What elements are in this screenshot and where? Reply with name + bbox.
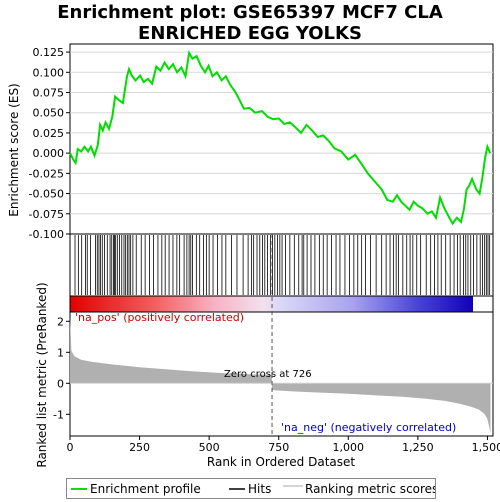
positive-correlation-label: 'na_pos' (positively correlated) [75,311,244,324]
es-tick-label: 0.050 [33,107,65,120]
x-tick-label: 250 [129,441,150,454]
legend: Enrichment profile Hits Ranking metric s… [66,478,436,499]
es-tick-label: -0.050 [29,188,64,201]
hits-panel [70,234,493,296]
x-axis-label: Rank in Ordered Dataset [207,455,355,469]
metric-tick-label: -1 [53,408,64,421]
legend-metric-label: Ranking metric scores [305,482,435,496]
legend-graphic: Enrichment profile Hits Ranking metric s… [67,479,435,498]
x-tick-label: 0 [67,441,74,454]
x-tick-label: 1,500 [472,441,500,454]
zero-cross-label: Zero cross at 726 [224,369,312,380]
metric-axis-label: Ranked list metric (PreRanked) [35,282,49,467]
es-tick-label: 0.075 [33,87,65,100]
es-tick-label: -0.025 [29,167,64,180]
x-axis-ticks: 0 250 500 750 1,000 1,250 1,500 [67,436,500,454]
es-tick-label: 0.025 [33,127,65,140]
es-tick-label: 0.000 [33,147,65,160]
es-tick-label: -0.075 [29,208,64,221]
metric-axis-ticks: 2 1 0 -1 [53,315,70,421]
x-tick-label: 500 [199,441,220,454]
negative-correlation-label: 'na_neg' (negatively correlated) [281,421,456,434]
es-tick-label: 0.100 [33,66,65,79]
metric-tick-label: 1 [57,346,64,359]
es-tick-label: -0.100 [29,228,64,241]
x-tick-label: 1,000 [333,441,365,454]
legend-hits-label: Hits [248,482,271,496]
x-tick-label: 1,250 [402,441,434,454]
es-axis-label: Enrichment score (ES) [7,83,21,216]
es-tick-label: 0.125 [33,46,65,59]
x-tick-label: 750 [268,441,289,454]
ranked-list-colorbar [70,296,473,312]
metric-tick-label: 2 [57,315,64,328]
metric-tick-label: 0 [57,377,64,390]
legend-profile-label: Enrichment profile [90,482,201,496]
es-axis-ticks: 0.125 0.100 0.075 0.050 0.025 0.000 -0.025 -0.0… [29,46,70,241]
